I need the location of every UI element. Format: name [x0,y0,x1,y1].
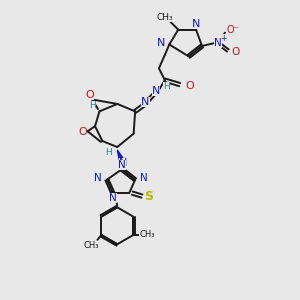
Text: O: O [85,90,94,100]
Text: N: N [141,97,150,107]
Text: N: N [118,160,126,170]
Text: O: O [231,47,240,57]
Text: N: N [214,38,222,48]
Text: N: N [119,158,128,168]
Text: N: N [157,38,165,48]
Text: S: S [144,190,153,202]
Text: N: N [109,194,117,203]
Text: O: O [78,127,87,137]
Text: CH₃: CH₃ [84,241,99,250]
Text: +: + [220,34,227,43]
Text: N: N [94,173,102,183]
Text: H: H [163,82,169,91]
Text: N: N [152,85,160,96]
Text: O: O [185,81,194,91]
Text: H: H [105,148,112,157]
Text: CH₃: CH₃ [140,230,155,238]
Text: O⁻: O⁻ [226,25,239,34]
Text: N: N [192,19,200,29]
Text: CH₃: CH₃ [157,13,173,22]
Text: H: H [89,101,96,110]
Polygon shape [117,150,124,161]
Text: N: N [140,173,148,183]
